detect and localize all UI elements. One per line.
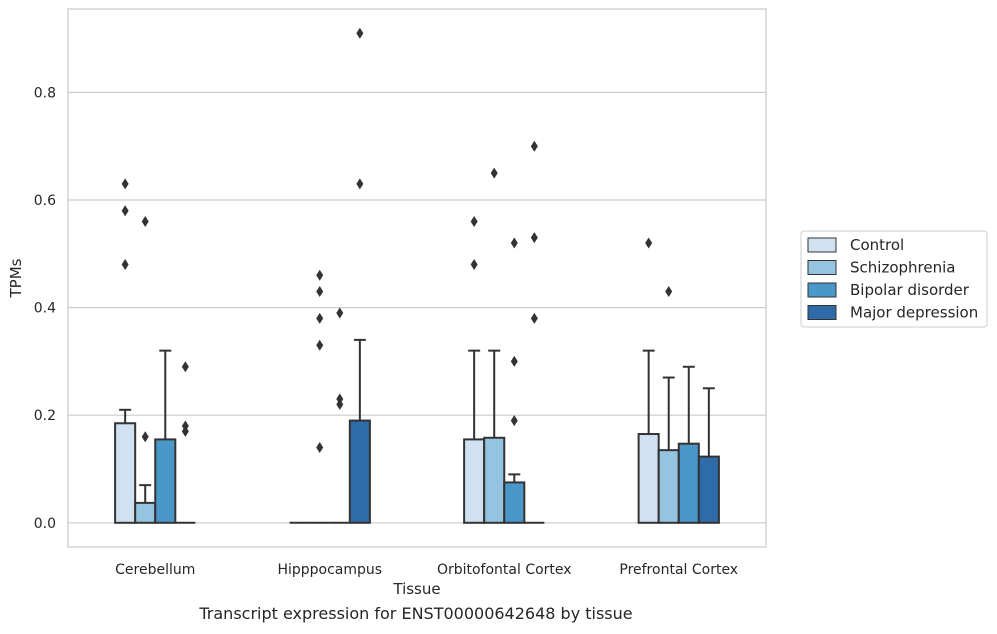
legend-swatch (807, 237, 837, 253)
outlier-point (336, 398, 344, 410)
outlier-point (490, 167, 498, 179)
x-tick-label: Prefrontal Cortex (619, 562, 738, 578)
y-tick-label: 0.0 (34, 516, 56, 532)
x-axis-title: Tissue (392, 580, 440, 598)
y-tick-labels: 0.0 0.2 0.4 0.6 0.8 (34, 85, 56, 531)
outlier-point (470, 216, 478, 228)
legend-label: Schizophrenia (850, 259, 955, 277)
bar (114, 422, 137, 524)
outlier-point (510, 415, 518, 427)
outlier-point (121, 205, 129, 217)
x-tick-labels: Cerebellum Hipppocampus Orbitofontal Corte… (115, 562, 738, 578)
legend-frame (800, 230, 988, 328)
y-tick-label: 0.6 (34, 193, 56, 209)
y-tick-label: 0.2 (34, 408, 56, 424)
legend-swatch (807, 282, 837, 298)
plot-area-frame (67, 8, 767, 548)
figure-caption: Transcript expression for ENST0000064264… (199, 604, 633, 623)
outlier-point (470, 259, 478, 271)
outlier-point (530, 140, 538, 152)
outlier-point (336, 307, 344, 319)
outlier-point (356, 178, 364, 190)
outlier-point (356, 27, 364, 39)
x-tick-label: Orbitofontal Cortex (437, 562, 572, 578)
legend-label: Bipolar disorder (850, 281, 970, 299)
bar (348, 419, 371, 524)
x-tick-label: Hipppocampus (277, 562, 382, 578)
bar (154, 438, 177, 524)
bar (657, 449, 680, 524)
outlier-point (121, 178, 129, 190)
outlier-point (141, 431, 149, 443)
outlier-point (665, 285, 673, 297)
y-tick-label: 0.4 (34, 301, 56, 317)
outlier-point (181, 425, 189, 437)
outlier-points (121, 27, 673, 453)
error-bars (119, 338, 715, 503)
outlier-point (316, 285, 324, 297)
x-tick-label: Cerebellum (115, 562, 195, 578)
bar (134, 501, 157, 524)
outlier-point (316, 441, 324, 453)
outlier-point (141, 216, 149, 228)
outlier-point (181, 361, 189, 373)
outlier-point (316, 339, 324, 351)
bars (114, 419, 720, 524)
outlier-point (316, 269, 324, 281)
legend-swatch (807, 260, 837, 275)
bar (503, 481, 526, 524)
bar (677, 442, 700, 524)
legend-label: Major depression (850, 304, 978, 322)
bar (463, 438, 486, 524)
outlier-point (121, 259, 129, 271)
outlier-point (530, 232, 538, 244)
y-tick-label: 0.8 (34, 85, 56, 101)
outlier-point (645, 237, 653, 249)
outlier-point (510, 355, 518, 367)
bar (483, 436, 506, 524)
outlier-point (316, 312, 324, 324)
legend: Control Schizophrenia Bipolar disorder Majo… (800, 230, 988, 328)
outlier-point (530, 312, 538, 324)
outlier-point (510, 237, 518, 249)
bar (637, 433, 660, 524)
y-axis-title: TPMs (7, 258, 25, 298)
legend-swatch (807, 305, 837, 320)
legend-label: Control (850, 236, 904, 254)
bar (697, 455, 720, 524)
